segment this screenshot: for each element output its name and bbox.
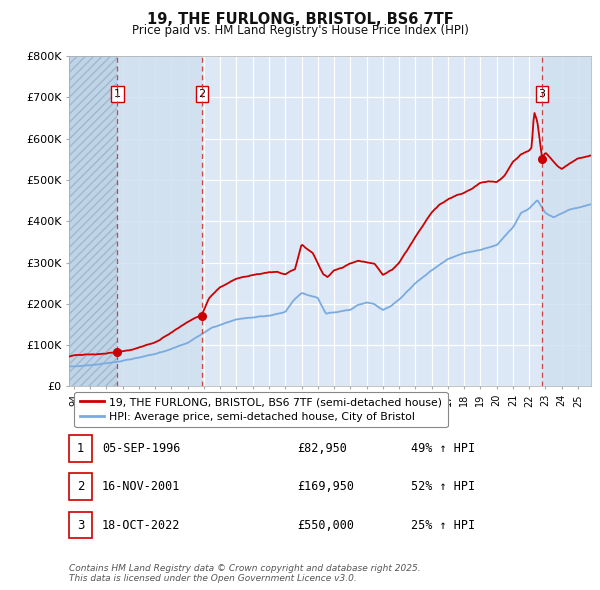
Text: 1: 1 [77,442,84,455]
Text: 3: 3 [77,519,84,532]
Text: 49% ↑ HPI: 49% ↑ HPI [411,442,475,455]
Text: 19, THE FURLONG, BRISTOL, BS6 7TF: 19, THE FURLONG, BRISTOL, BS6 7TF [146,12,454,27]
Bar [69,56,117,386]
Text: 2: 2 [77,480,84,493]
Text: 3: 3 [539,89,545,99]
Text: 2: 2 [198,89,205,99]
Text: 25% ↑ HPI: 25% ↑ HPI [411,519,475,532]
Bar [542,56,591,386]
Text: £82,950: £82,950 [297,442,347,455]
Text: 1: 1 [114,89,121,99]
Text: Contains HM Land Registry data © Crown copyright and database right 2025.
This d: Contains HM Land Registry data © Crown c… [69,563,421,583]
Text: 05-SEP-1996: 05-SEP-1996 [102,442,181,455]
Legend: 19, THE FURLONG, BRISTOL, BS6 7TF (semi-detached house), HPI: Average price, sem: 19, THE FURLONG, BRISTOL, BS6 7TF (semi-… [74,392,448,427]
Text: 16-NOV-2001: 16-NOV-2001 [102,480,181,493]
Text: Price paid vs. HM Land Registry's House Price Index (HPI): Price paid vs. HM Land Registry's House … [131,24,469,37]
Bar [117,56,202,386]
Text: £550,000: £550,000 [297,519,354,532]
Text: 52% ↑ HPI: 52% ↑ HPI [411,480,475,493]
Text: 18-OCT-2022: 18-OCT-2022 [102,519,181,532]
Text: £169,950: £169,950 [297,480,354,493]
